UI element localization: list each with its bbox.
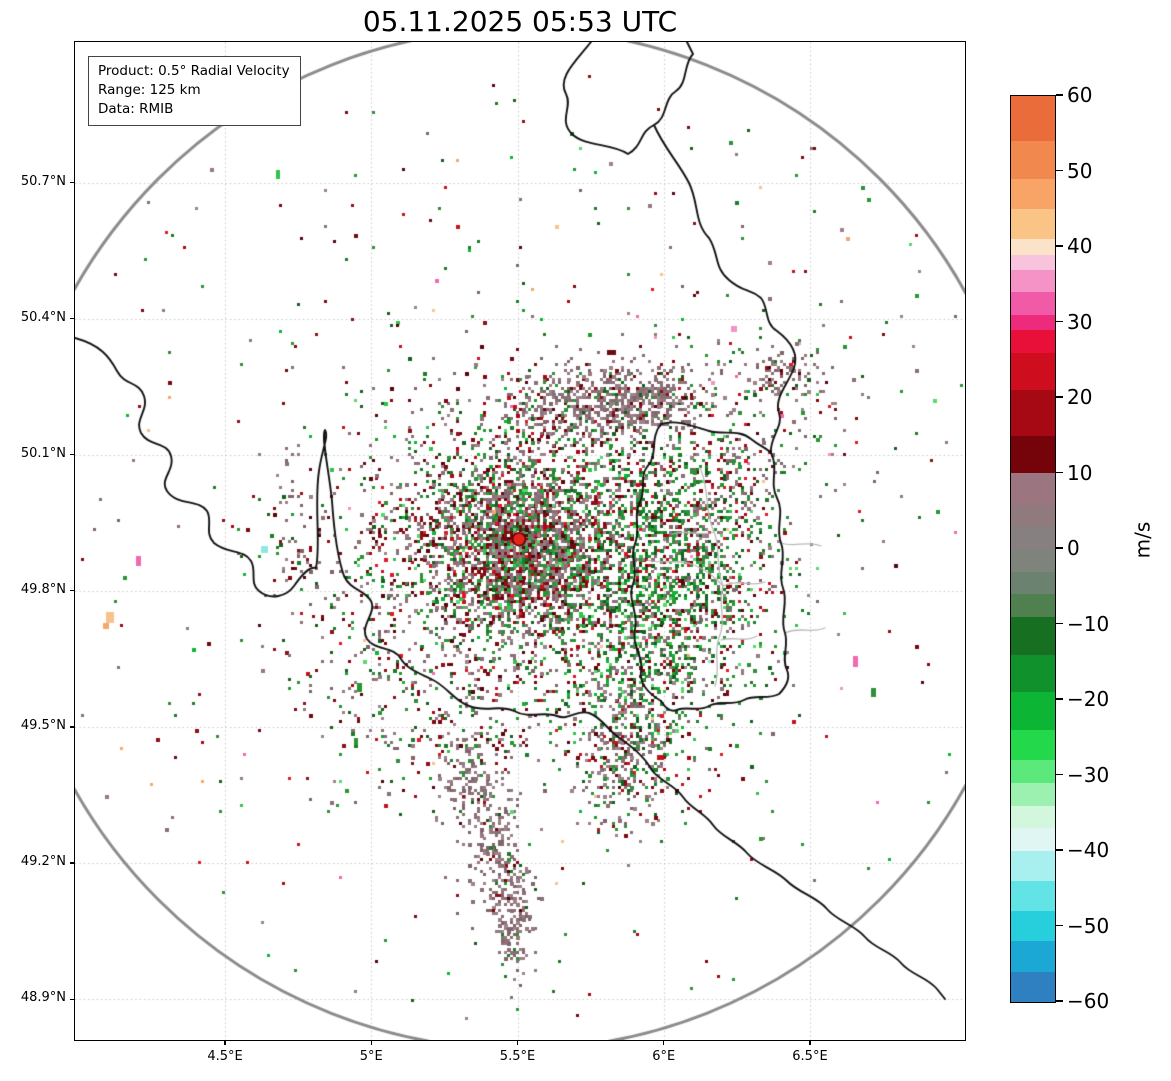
x-axis-tick [224, 1040, 226, 1045]
colorbar-band [1011, 526, 1055, 549]
colorbar-band [1011, 503, 1055, 527]
colorbar-tick [1056, 1000, 1063, 1002]
colorbar-tick [1056, 773, 1063, 776]
colorbar-tick [1056, 547, 1063, 549]
colorbar-tick-label: 30 [1067, 309, 1093, 334]
colorbar-band [1011, 594, 1055, 617]
y-axis-tick-label: 49.5°N [20, 717, 66, 733]
colorbar-tick [1056, 698, 1063, 700]
colorbar [1010, 95, 1056, 1003]
data-source-line: Data: RMIB [98, 100, 174, 117]
colorbar-band [1011, 805, 1055, 829]
colorbar-tick [1056, 320, 1063, 323]
x-axis-tick [663, 1040, 665, 1045]
y-axis-tick [70, 182, 75, 184]
y-axis-tick-label: 48.9°N [20, 990, 66, 1006]
y-axis-tick [70, 590, 75, 592]
colorbar-band [1011, 971, 1055, 1002]
x-axis-tick-label: 6°E [652, 1049, 676, 1064]
x-axis-tick-label: 4.5°E [207, 1049, 243, 1064]
colorbar-tick [1056, 94, 1063, 96]
colorbar-tick-label: 10 [1067, 460, 1093, 485]
colorbar-tick-label: −50 [1067, 913, 1110, 938]
colorbar-tick [1056, 849, 1063, 851]
colorbar-tick [1056, 622, 1063, 625]
colorbar-band [1011, 329, 1055, 353]
colorbar-tick-label: −20 [1067, 687, 1110, 711]
colorbar-band [1011, 548, 1055, 572]
colorbar-band [1011, 850, 1055, 881]
colorbar-unit-label: m/s [1130, 521, 1155, 559]
x-axis-tick-label: 6.5°E [792, 1049, 828, 1064]
colorbar-band [1011, 760, 1055, 783]
y-axis-tick-label: 50.7°N [20, 173, 66, 189]
colorbar-band [1011, 390, 1055, 436]
radar-map-canvas [75, 42, 965, 1040]
y-axis-tick-label: 49.2°N [20, 854, 66, 870]
x-axis-tick-label: 5.5°E [499, 1049, 536, 1064]
colorbar-tick-label: 0 [1067, 536, 1080, 560]
colorbar-tick-label: 20 [1067, 385, 1093, 409]
colorbar-tick [1056, 169, 1063, 172]
colorbar-tick-label: −10 [1067, 611, 1110, 636]
colorbar-band [1011, 730, 1055, 761]
y-axis-tick [70, 862, 75, 864]
colorbar-band [1011, 269, 1055, 293]
y-axis-tick-label: 50.4°N [20, 309, 66, 325]
colorbar-band [1011, 941, 1055, 972]
colorbar-band [1011, 828, 1055, 851]
colorbar-band [1011, 314, 1055, 330]
range-info-line: Range: 125 km [98, 81, 201, 98]
y-axis-tick-label: 49.8°N [20, 581, 66, 597]
product-info-line: Product: 0.5° Radial Velocity [98, 63, 290, 79]
colorbar-tick-label: 50 [1067, 158, 1093, 183]
colorbar-band [1011, 179, 1055, 210]
colorbar-tick [1056, 245, 1063, 247]
colorbar-tick [1056, 471, 1063, 474]
colorbar-band [1011, 881, 1055, 912]
colorbar-band [1011, 141, 1055, 180]
colorbar-tick-label: 60 [1067, 83, 1093, 107]
colorbar-band [1011, 96, 1055, 142]
y-axis-tick [70, 998, 75, 1000]
x-axis-tick-label: 5°E [359, 1049, 383, 1064]
y-axis-tick-label: 50.1°N [20, 445, 66, 461]
colorbar-tick-label: −40 [1067, 838, 1110, 862]
colorbar-band [1011, 292, 1055, 315]
x-axis-tick [516, 1040, 519, 1045]
colorbar-band [1011, 352, 1055, 391]
y-axis-tick [70, 454, 75, 456]
colorbar-band [1011, 209, 1055, 240]
y-axis-tick [70, 318, 75, 320]
colorbar-band [1011, 616, 1055, 655]
x-axis-tick [809, 1040, 811, 1045]
colorbar-band [1011, 435, 1055, 474]
x-axis-tick [370, 1040, 372, 1045]
colorbar-tick-label: −60 [1067, 989, 1110, 1013]
figure-title: 05.11.2025 05:53 UTC [362, 5, 678, 38]
y-axis-tick [70, 726, 75, 728]
colorbar-tick-label: 40 [1067, 234, 1093, 258]
colorbar-tick [1056, 924, 1063, 927]
product-info-box: Product: 0.5° Radial Velocity Range: 125… [88, 56, 301, 126]
colorbar-band [1011, 654, 1055, 693]
colorbar-band [1011, 254, 1055, 270]
colorbar-tick-label: −30 [1067, 762, 1110, 787]
colorbar-band [1011, 911, 1055, 942]
colorbar-band [1011, 782, 1055, 806]
colorbar-band [1011, 692, 1055, 731]
colorbar-tick [1056, 396, 1063, 398]
colorbar-band [1011, 239, 1055, 255]
colorbar-band [1011, 571, 1055, 595]
colorbar-band [1011, 473, 1055, 504]
